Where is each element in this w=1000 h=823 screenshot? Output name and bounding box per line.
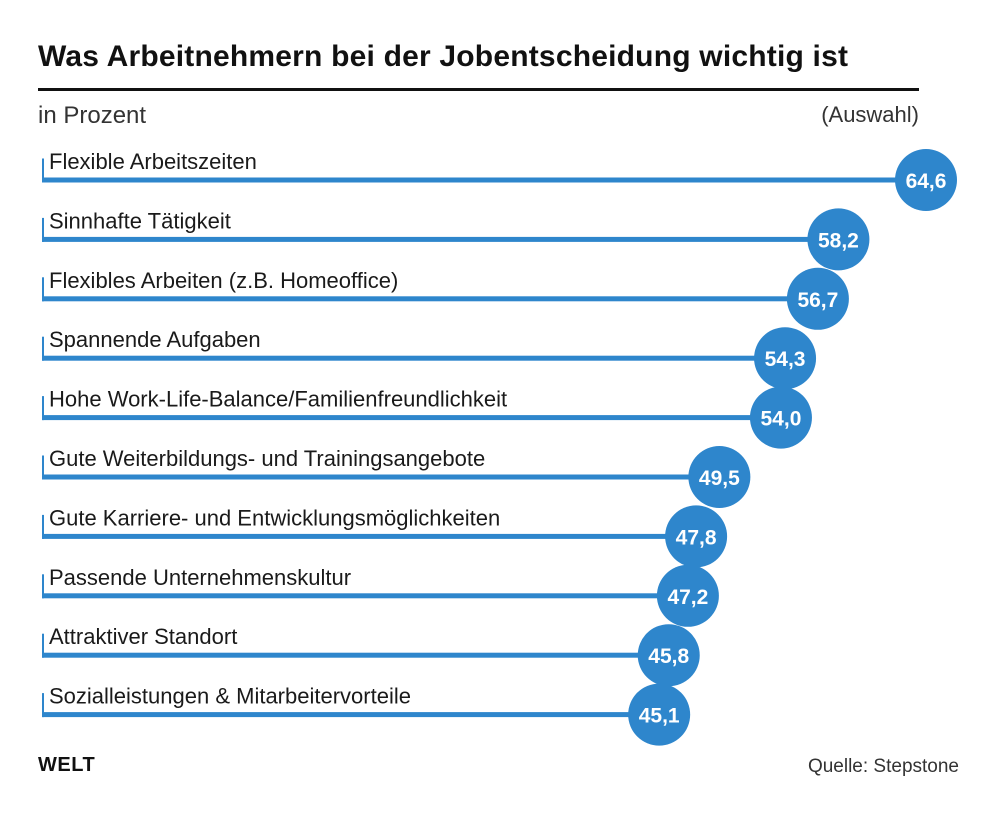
value-bubble [628, 683, 691, 746]
bar-tick [42, 455, 44, 480]
bar-tick [42, 693, 44, 718]
bar-row: Flexible Arbeitszeiten 64,6 [42, 149, 957, 211]
category-label: Flexible Arbeitszeiten [49, 149, 257, 174]
category-label: Sozialleistungen & Mitarbeitervorteile [49, 684, 411, 709]
bar-row: Gute Weiterbildungs- und Trainingsangebo… [42, 446, 751, 508]
bar-tick [42, 158, 44, 183]
value-label: 64,6 [906, 170, 947, 193]
bar-tick [42, 396, 44, 421]
category-label: Flexibles Arbeiten (z.B. Homeoffice) [49, 268, 398, 293]
bar-row: Sozialleistungen & Mitarbeitervorteile 45… [42, 683, 691, 746]
chart-subtitle: in Prozent [38, 102, 147, 129]
value-bubble [786, 267, 849, 330]
category-label: Sinnhafte Tätigkeit [49, 208, 231, 233]
bar [42, 355, 786, 361]
value-bubble [895, 149, 957, 211]
selection-note: (Auswahl) [821, 102, 919, 127]
bar-row: Sinnhafte Tätigkeit 58,2 [42, 208, 870, 271]
value-label: 54,3 [765, 348, 806, 371]
category-label: Passende Unternehmenskultur [49, 565, 351, 590]
value-label: 45,1 [639, 705, 680, 728]
value-bubble [754, 327, 817, 390]
category-label: Spannende Aufgaben [49, 327, 261, 352]
value-label: 47,8 [676, 526, 717, 549]
brand-logo: WELT [38, 754, 96, 776]
source-note: Quelle: Stepstone [807, 756, 959, 777]
bar [42, 474, 720, 480]
chart-title: Was Arbeitnehmern bei der Jobentscheidun… [38, 40, 849, 73]
bar-row: Spannende Aufgaben 54,3 [42, 327, 817, 390]
bar-tick [42, 514, 44, 539]
value-bubble [807, 208, 870, 271]
bar-tick [42, 217, 44, 242]
bar [42, 652, 669, 658]
category-label: Gute Karriere- und Entwicklungsmöglichke… [49, 505, 500, 530]
value-label: 47,2 [667, 586, 708, 609]
bar-tick [42, 633, 44, 658]
bar-row: Attraktiver Standort 45,8 [42, 624, 700, 687]
bar [42, 236, 839, 242]
title-divider [38, 88, 919, 91]
value-bubble [688, 446, 751, 508]
bar [42, 415, 781, 421]
bar-row: Passende Unternehmenskultur 47,2 [42, 564, 719, 627]
category-label: Gute Weiterbildungs- und Trainingsangebo… [49, 446, 485, 471]
value-label: 56,7 [797, 289, 838, 312]
value-bubble [656, 564, 719, 627]
value-label: 54,0 [761, 408, 802, 431]
value-bubble [665, 505, 728, 568]
bar [42, 712, 660, 718]
category-label: Attraktiver Standort [49, 624, 237, 649]
bar-row: Flexibles Arbeiten (z.B. Homeoffice) 56,7 [42, 267, 849, 330]
value-label: 45,8 [648, 645, 689, 668]
bar-tick [42, 336, 44, 361]
bar [42, 593, 688, 599]
bar-row: Hohe Work-Life-Balance/Familienfreundlic… [42, 386, 812, 449]
category-label: Hohe Work-Life-Balance/Familienfreundlic… [49, 387, 507, 412]
bar-tick [42, 277, 44, 302]
bar-tick [42, 574, 44, 599]
value-bubble [637, 624, 700, 687]
bar-row: Gute Karriere- und Entwicklungsmöglichke… [42, 505, 728, 568]
value-label: 49,5 [699, 467, 740, 490]
bar [42, 533, 697, 539]
bar [42, 177, 926, 183]
value-label: 58,2 [818, 229, 859, 252]
bar [42, 296, 818, 302]
value-bubble [749, 386, 812, 449]
